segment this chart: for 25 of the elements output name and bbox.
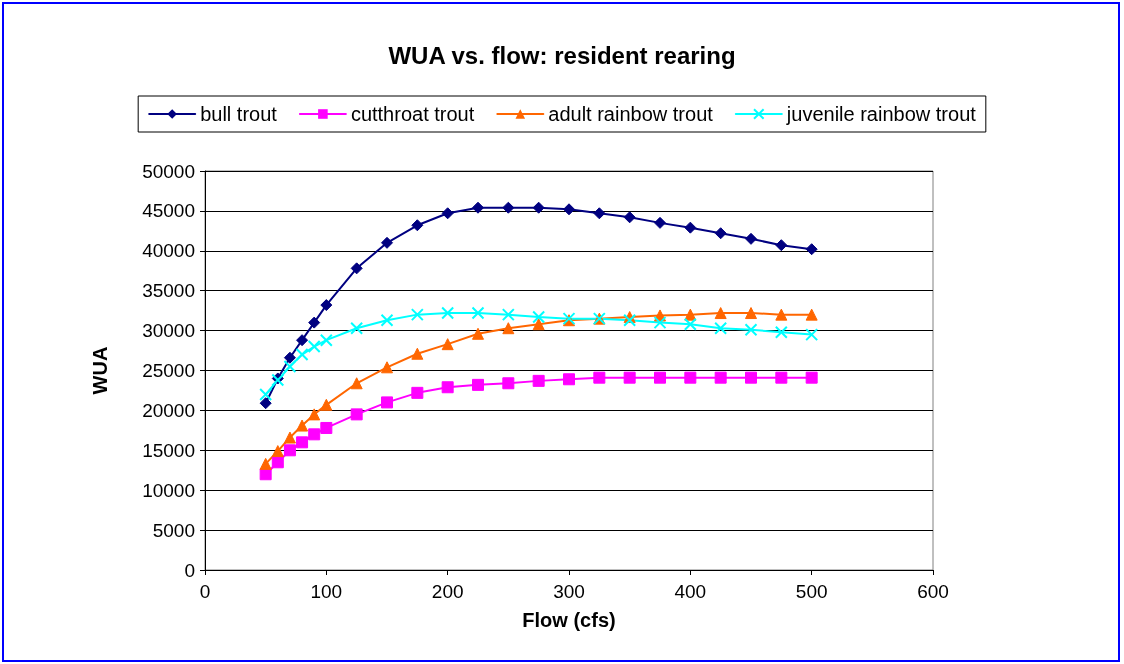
y-tick-label: 50000 xyxy=(142,160,195,182)
y-tick-label: 10000 xyxy=(142,479,195,501)
chart-title: WUA vs. flow: resident rearing xyxy=(388,41,736,69)
x-axis-title: Flow (cfs) xyxy=(522,609,616,631)
y-tick-label: 20000 xyxy=(142,399,195,421)
y-tick-label: 15000 xyxy=(142,439,195,461)
x-tick-label: 0 xyxy=(199,581,211,602)
y-tick-label: 40000 xyxy=(142,240,195,262)
x-tick-label: 500 xyxy=(795,581,828,602)
y-tick-label: 0 xyxy=(184,559,195,581)
y-axis-title: WUA xyxy=(89,346,111,395)
y-tick-label: 30000 xyxy=(142,320,195,342)
legend-label: cutthroat trout xyxy=(350,103,475,125)
x-tick-label: 200 xyxy=(431,581,464,602)
y-tick-label: 25000 xyxy=(142,360,195,381)
x-tick-label: 300 xyxy=(553,581,585,602)
y-tick-label: 5000 xyxy=(152,519,195,541)
legend-label: juvenile rainbow trout xyxy=(785,103,977,125)
x-tick-label: 100 xyxy=(310,581,343,602)
x-tick-label: 600 xyxy=(917,581,949,602)
y-tick-label: 35000 xyxy=(142,280,195,302)
legend-label: adult rainbow trout xyxy=(548,103,714,125)
legend-label: bull trout xyxy=(200,103,278,125)
y-tick-label: 45000 xyxy=(142,200,195,222)
x-tick-label: 400 xyxy=(674,581,707,602)
